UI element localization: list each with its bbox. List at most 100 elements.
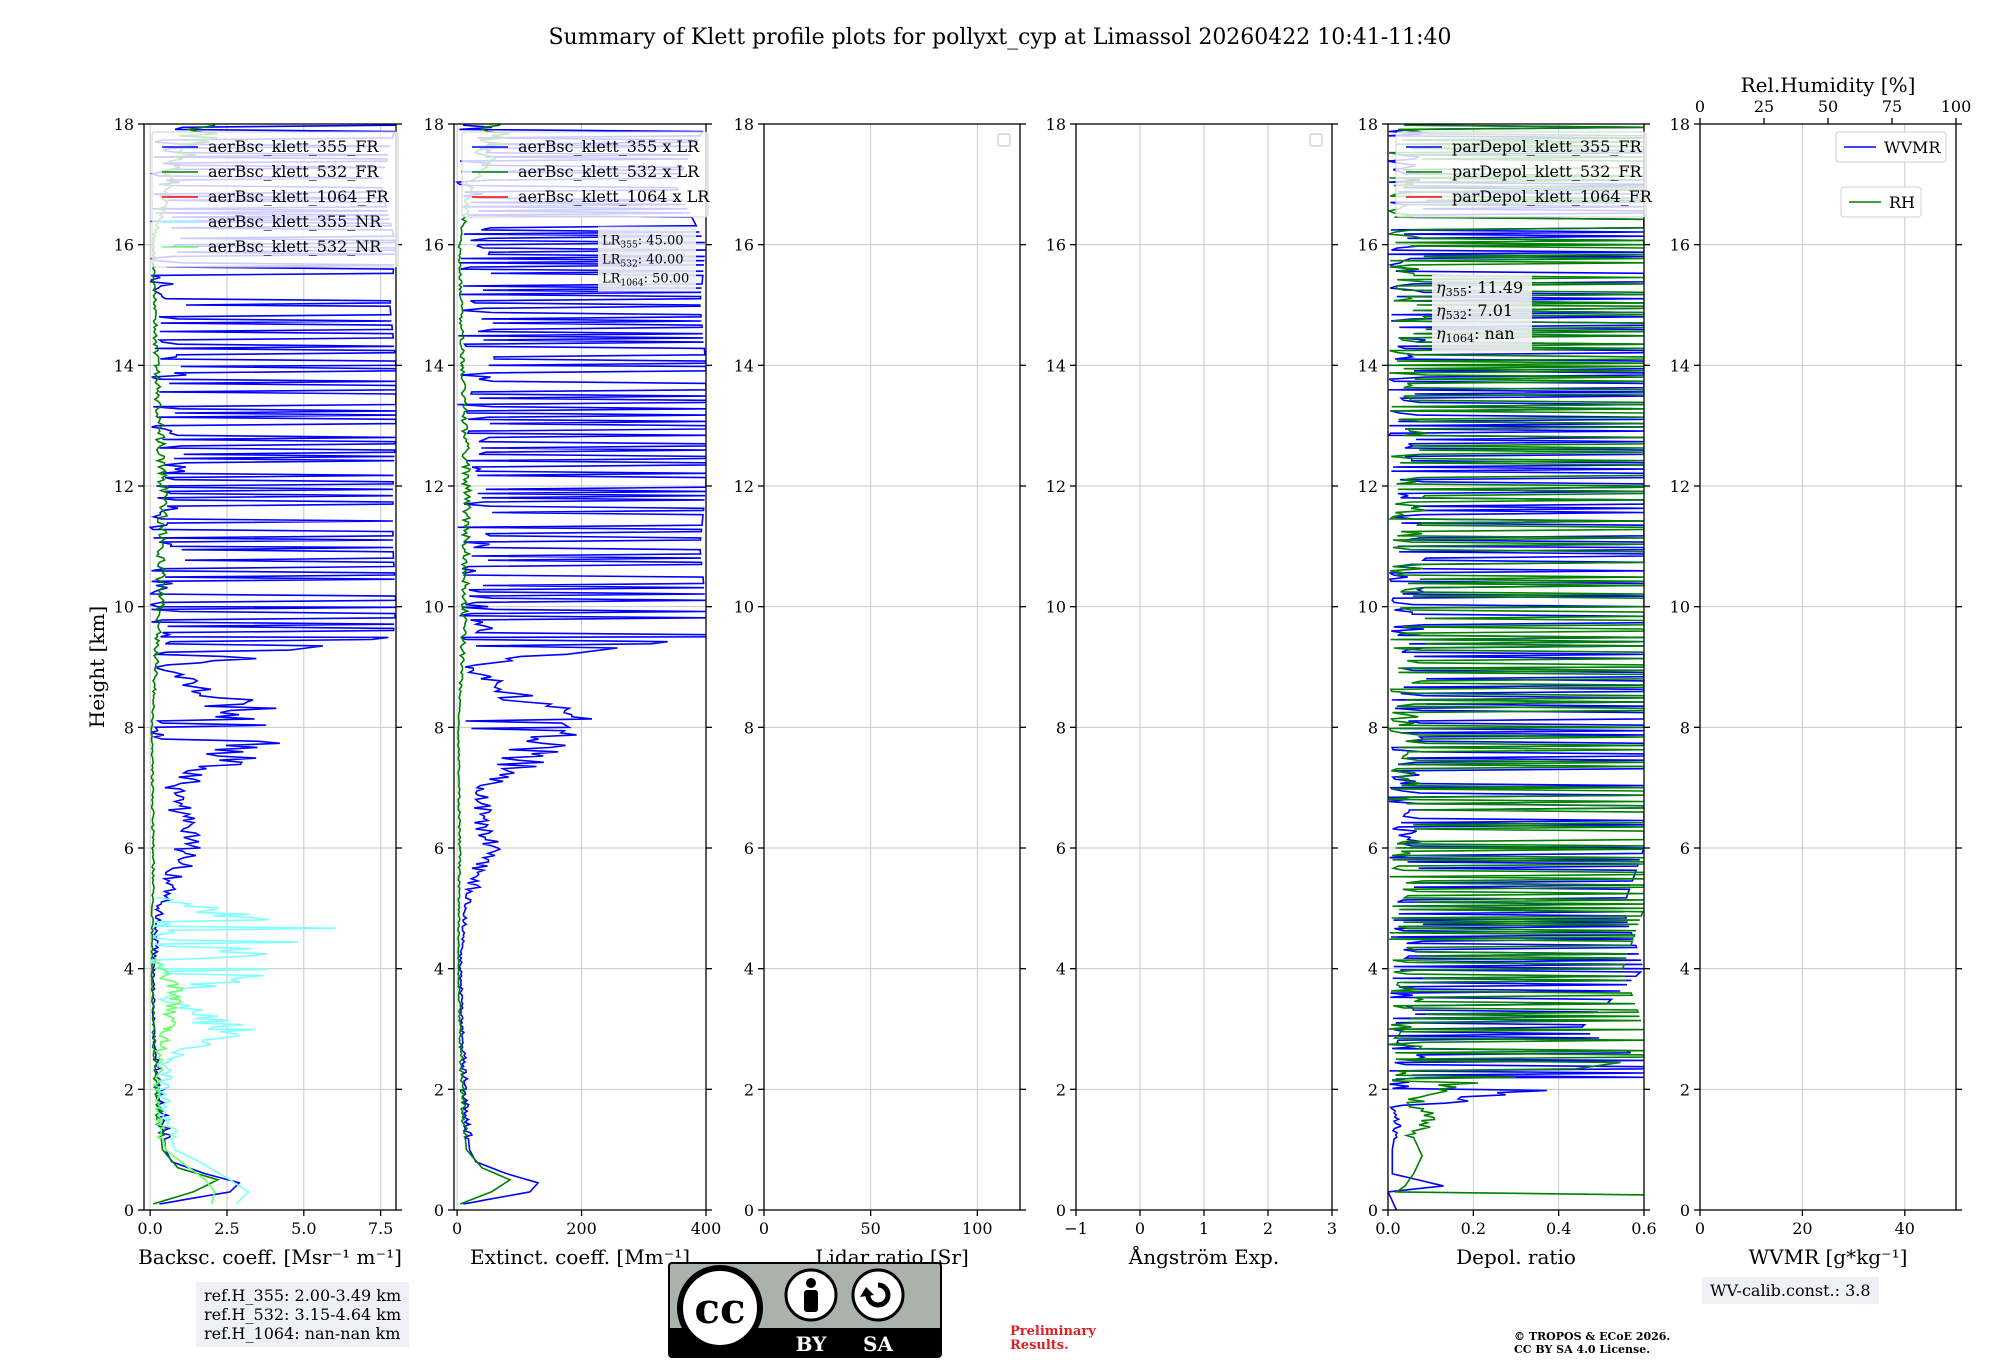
y-tick-label: 16 xyxy=(114,236,134,255)
annotation-entry: LR532: 40.00 xyxy=(602,253,684,270)
annotation-entry: η1064: nan xyxy=(1436,324,1515,345)
y-tick-label: 2 xyxy=(124,1080,134,1099)
x-tick-label: 20 xyxy=(1792,1219,1812,1238)
y-tick-label: 16 xyxy=(734,236,754,255)
y-tick-label: 12 xyxy=(1358,477,1378,496)
top-x-tick-label: 75 xyxy=(1882,97,1902,116)
legend-box xyxy=(1835,131,1947,163)
empty-legend xyxy=(1309,133,1323,147)
y-tick-label: 12 xyxy=(424,477,444,496)
x-axis-label: Extinct. coeff. [Mm⁻¹] xyxy=(470,1245,690,1269)
top-x-tick-label: 25 xyxy=(1754,97,1774,116)
legend-entry: parDepol_klett_355_FR xyxy=(1452,137,1643,156)
x-tick-label: 0.0 xyxy=(137,1219,162,1238)
x-tick-label: 200 xyxy=(566,1219,597,1238)
y-tick-label: 0 xyxy=(744,1201,754,1220)
y-tick-label: 6 xyxy=(744,839,754,858)
legend-box xyxy=(1395,131,1647,218)
series-line-aerBsc_klett_532_FR xyxy=(150,124,220,1205)
y-tick-label: 0 xyxy=(1368,1201,1378,1220)
annotation-entry: LR1064: 50.00 xyxy=(602,272,689,289)
y-tick-label: 2 xyxy=(1368,1080,1378,1099)
annotation-entry: η355: 11.49 xyxy=(1436,278,1523,299)
series-line-aerBsc_klett_355_NR xyxy=(149,896,336,1205)
series-group xyxy=(455,124,706,1205)
x-tick-label: 0 xyxy=(759,1219,769,1238)
cc-mark: cc xyxy=(694,1284,745,1333)
y-tick-label: 14 xyxy=(734,356,754,375)
x-tick-label: 100 xyxy=(962,1219,993,1238)
axes-frame xyxy=(1387,123,1645,1211)
y-tick-label: 8 xyxy=(124,718,134,737)
y-tick-label: 12 xyxy=(114,477,134,496)
y-tick-label: 0 xyxy=(1056,1201,1066,1220)
panel-backscatter: 0.0 2.5 5.0 7.5 0 2 4 6 8 10 12 14 16 18 Backsc. coeff… xyxy=(85,115,402,1269)
y-tick-label: 18 xyxy=(1670,115,1690,134)
x-tick-label: 0 xyxy=(1135,1219,1145,1238)
legend-entry: parDepol_klett_1064_FR xyxy=(1452,187,1653,206)
wv-calib-constant: WV-calib.const.: 3.8 xyxy=(1710,1281,1871,1300)
y-tick-label: 0 xyxy=(434,1201,444,1220)
y-tick-label: 14 xyxy=(1046,356,1066,375)
legend-box xyxy=(151,131,399,268)
series-line-aerBsc_klett_532_NR xyxy=(152,956,216,1205)
y-tick-label: 6 xyxy=(1368,839,1378,858)
y-tick-label: 18 xyxy=(1358,115,1378,134)
y-axis-label: Height [km] xyxy=(85,606,109,728)
cc-by-label: BY xyxy=(796,1332,828,1356)
legend-entry: aerBsc_klett_532 x LR xyxy=(518,162,700,181)
y-tick-label: 10 xyxy=(1358,598,1378,617)
series-group xyxy=(148,124,396,1205)
annotation-entry: LR355: 45.00 xyxy=(602,234,684,251)
x-axis-label: Backsc. coeff. [Msr⁻¹ m⁻¹] xyxy=(138,1245,402,1269)
y-tick-label: 4 xyxy=(1368,960,1378,979)
panel-depolarization: 0.0 0.2 0.4 0.6 0 2 4 6 8 10 12 14 16 18 Depol. ratio p… xyxy=(1358,115,1657,1269)
x-tick-label: 0.0 xyxy=(1375,1219,1400,1238)
x-tick-label: 0.4 xyxy=(1546,1219,1571,1238)
y-tick-label: 10 xyxy=(1670,598,1690,617)
copyright-line-1: © TROPOS & ECoE 2026. xyxy=(1514,1330,1671,1343)
legend-entry: WVMR xyxy=(1884,138,1941,157)
empty-legend xyxy=(997,133,1011,147)
y-tick-label: 8 xyxy=(434,718,444,737)
annotation-entry: η532: 7.01 xyxy=(1436,301,1513,322)
y-tick-label: 4 xyxy=(1056,960,1066,979)
y-tick-label: 10 xyxy=(734,598,754,617)
top-x-axis-label: Rel.Humidity [%] xyxy=(1741,73,1916,97)
ref-height-1064: ref.H_1064: nan-nan km xyxy=(204,1324,401,1343)
x-tick-label: 0.2 xyxy=(1461,1219,1486,1238)
y-tick-label: 8 xyxy=(744,718,754,737)
series-line-aerBsc_klett_355_FR xyxy=(148,124,396,1205)
axes-frame xyxy=(453,123,707,1211)
x-tick-label: 0 xyxy=(1695,1219,1705,1238)
preliminary-note: Preliminary Results. xyxy=(1010,1325,1096,1353)
y-tick-label: 14 xyxy=(1670,356,1690,375)
cc-sa-label: SA xyxy=(863,1332,893,1356)
axes-frame xyxy=(1699,123,1957,1211)
y-tick-label: 12 xyxy=(734,477,754,496)
y-tick-label: 8 xyxy=(1056,718,1066,737)
y-tick-label: 16 xyxy=(424,236,444,255)
y-tick-label: 6 xyxy=(1056,839,1066,858)
legend-entry: aerBsc_klett_355_FR xyxy=(208,137,379,156)
copyright-note: © TROPOS & ECoE 2026. CC BY SA 4.0 Licen… xyxy=(1514,1330,1670,1356)
preliminary-line-1: Preliminary xyxy=(1010,1324,1096,1339)
y-tick-label: 2 xyxy=(744,1080,754,1099)
y-tick-label: 4 xyxy=(434,960,444,979)
x-tick-label: 2.5 xyxy=(214,1219,239,1238)
y-tick-label: 18 xyxy=(114,115,134,134)
axes-frame xyxy=(143,123,397,1211)
y-tick-label: 10 xyxy=(114,598,134,617)
cc-circle-icon xyxy=(677,1265,763,1351)
y-tick-label: 14 xyxy=(1358,356,1378,375)
legend-entry: aerBsc_klett_355 x LR xyxy=(518,137,700,156)
y-tick-label: 14 xyxy=(114,356,134,375)
y-tick-label: 12 xyxy=(1046,477,1066,496)
y-tick-label: 16 xyxy=(1046,236,1066,255)
x-tick-label: 0 xyxy=(452,1219,462,1238)
figure-title: Summary of Klett profile plots for polly… xyxy=(548,25,1451,50)
x-tick-label: 3 xyxy=(1327,1219,1337,1238)
legend-entry: aerBsc_klett_1064_FR xyxy=(208,187,390,206)
